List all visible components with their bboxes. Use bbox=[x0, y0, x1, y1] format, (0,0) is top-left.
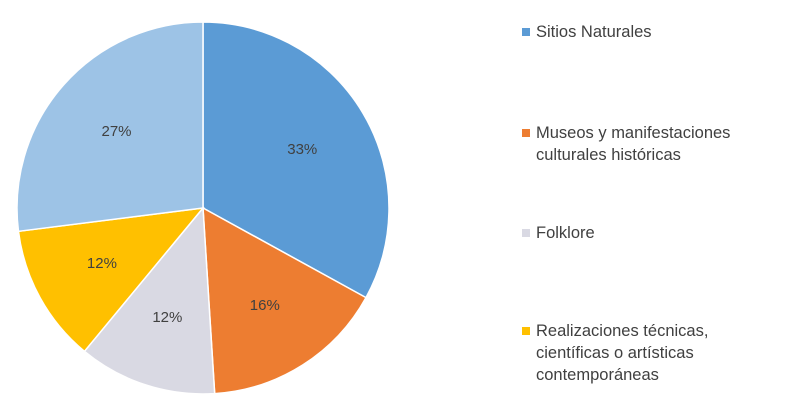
legend-swatch bbox=[522, 129, 530, 137]
pie-data-labels: 33% 16% 12% 12% 27% bbox=[87, 123, 317, 326]
pie-slice-0 bbox=[202, 21, 390, 299]
pie-slice-2 bbox=[83, 206, 216, 395]
pie-data-label-0: 33% bbox=[287, 141, 317, 158]
legend-item-folklore: Folklore bbox=[522, 222, 806, 244]
chart-legend: Sitios Naturales Museos y manifestacione… bbox=[522, 0, 809, 412]
legend-label: Realizaciones técnicas, científicas o ar… bbox=[536, 322, 709, 384]
legend-label: Sitios Naturales bbox=[536, 23, 652, 41]
legend-swatch bbox=[522, 28, 530, 36]
legend-item-realizaciones: Realizaciones técnicas, científicas o ar… bbox=[522, 320, 806, 386]
legend-item-museos: Museos y manifestaciones culturales hist… bbox=[522, 122, 806, 166]
pie-slice-4 bbox=[16, 21, 204, 233]
pie-data-label-1: 16% bbox=[250, 297, 280, 314]
pie-slices bbox=[16, 21, 390, 395]
pie-data-label-4: 27% bbox=[101, 123, 131, 140]
legend-label: Folklore bbox=[536, 224, 595, 242]
pie-data-label-2: 12% bbox=[152, 309, 182, 326]
pie-slice-3 bbox=[17, 207, 205, 353]
legend-label: Museos y manifestaciones culturales hist… bbox=[536, 124, 731, 164]
legend-item-sitios-naturales: Sitios Naturales bbox=[522, 21, 806, 43]
pie-slice-1 bbox=[202, 206, 368, 395]
legend-swatch bbox=[522, 327, 530, 335]
pie-data-label-3: 12% bbox=[87, 255, 117, 272]
legend-swatch bbox=[522, 229, 530, 237]
